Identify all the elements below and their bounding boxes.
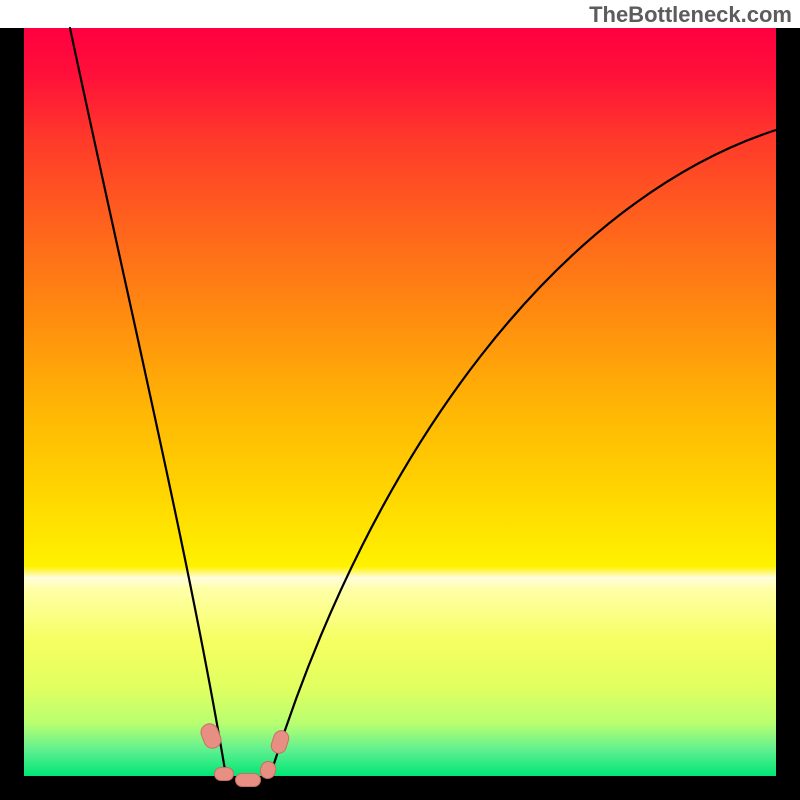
bottleneck-curve xyxy=(0,0,800,800)
curve-node xyxy=(214,767,234,781)
watermark-text: TheBottleneck.com xyxy=(589,2,792,28)
curve-node xyxy=(235,773,261,787)
chart-stage: TheBottleneck.com xyxy=(0,0,800,800)
